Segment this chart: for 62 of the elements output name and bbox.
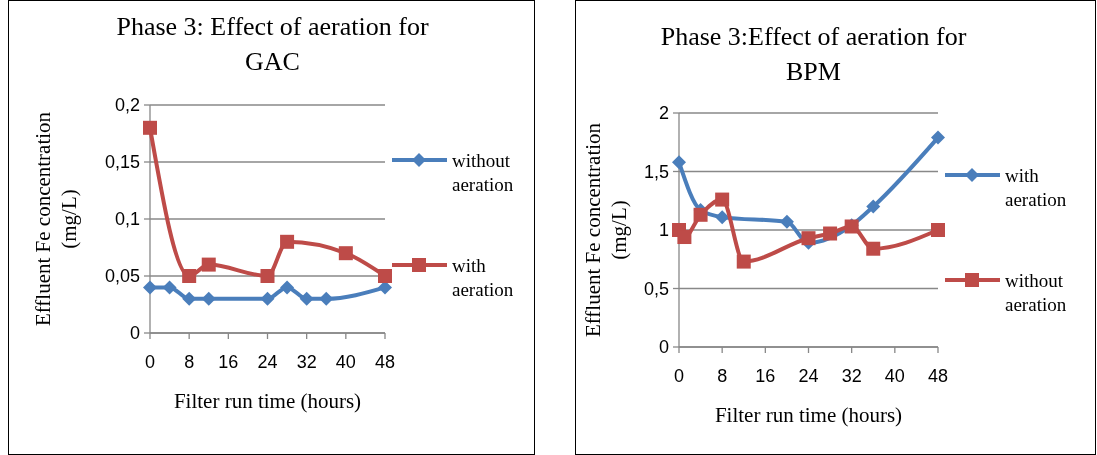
point (693, 207, 708, 222)
x-axis-title: Filter run time (hours) (714, 403, 903, 427)
point (801, 231, 816, 246)
x-tick-label: 0 (673, 366, 685, 386)
point (866, 199, 881, 214)
point (182, 291, 197, 306)
point (182, 269, 197, 283)
point (736, 254, 751, 269)
y-axis-title: Effluent Fe concentration (mg/L) (581, 122, 631, 338)
x-tick-label: 8 (717, 366, 728, 386)
point (338, 246, 353, 261)
y-tick-label: 0 (658, 337, 669, 357)
point (260, 291, 275, 306)
y-tick-label: 0,2 (114, 95, 140, 115)
x-tick-label: 48 (927, 366, 949, 386)
x-tick-label: 24 (798, 366, 819, 386)
y-tick-label: 0 (129, 323, 140, 343)
y-tick-label: 1 (658, 220, 669, 240)
x-tick-label: 16 (755, 366, 776, 386)
x-tick-label: 40 (884, 366, 905, 386)
point (143, 280, 157, 295)
point (280, 234, 295, 249)
y-tick-label: 2 (658, 103, 669, 123)
point (260, 269, 275, 283)
x-tick-label: 48 (374, 352, 396, 372)
x-tick-label: 0 (144, 352, 156, 372)
y-tick-label: 0,5 (643, 278, 669, 299)
point (866, 241, 881, 256)
legend-label: with aeration (1005, 165, 1067, 210)
chart-title: Phase 3: Effect of aeration for GAC (116, 12, 429, 76)
y-axis-title: Effluent Fe concentration (mg/L) (31, 111, 81, 327)
x-axis-title: Filter run time (hours) (173, 389, 362, 413)
x-tick-label: 32 (296, 352, 317, 372)
x-tick-label: 40 (335, 352, 356, 372)
point (672, 155, 686, 170)
point (319, 291, 334, 306)
point (677, 230, 692, 245)
point (201, 291, 216, 306)
point (715, 210, 730, 225)
legend-label: without aeration (452, 150, 514, 195)
legend-label: with aeration (452, 255, 514, 300)
y-tick-label: 1,5 (643, 161, 669, 182)
y-tick-label: 0,1 (114, 209, 140, 229)
point (201, 257, 216, 272)
y-tick-label: 0,05 (104, 266, 140, 286)
point (143, 120, 157, 135)
point (162, 280, 177, 295)
chart-title: Phase 3:Effect of aeration for BPM (660, 22, 967, 86)
legend-label: without aeration (1005, 270, 1067, 315)
point (931, 130, 945, 145)
y-tick-label: 0,15 (104, 152, 140, 172)
x-tick-label: 16 (218, 352, 239, 372)
x-tick-label: 32 (841, 366, 862, 386)
point (779, 214, 794, 229)
x-tick-label: 8 (184, 352, 195, 372)
point (280, 280, 295, 295)
point (299, 291, 314, 306)
x-tick-label: 24 (257, 352, 278, 372)
point (715, 192, 730, 207)
point (823, 226, 838, 241)
point (931, 223, 945, 237)
point (378, 269, 392, 283)
